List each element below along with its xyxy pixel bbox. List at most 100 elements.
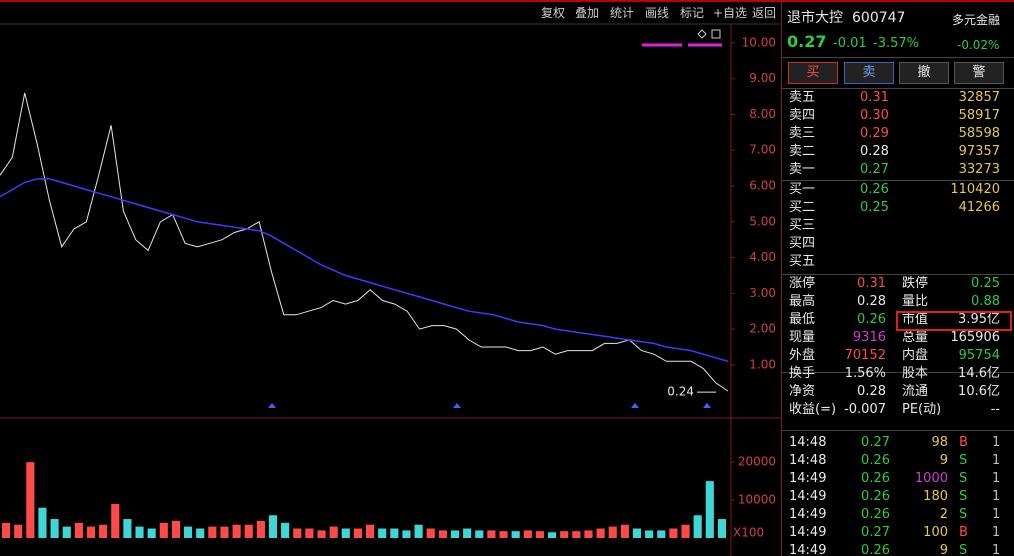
book-volume: 32857: [958, 90, 1000, 105]
y-tick-label: 1.00: [749, 357, 776, 371]
stat-value: 165906: [950, 330, 1000, 345]
toolbar-button[interactable]: 标记: [680, 6, 705, 20]
trade-price: 0.26: [861, 507, 890, 522]
toolbar-button[interactable]: 返回: [752, 6, 777, 20]
trade-time: 14:49: [789, 471, 827, 486]
book-volume: 58917: [958, 108, 1000, 123]
stat-value: 9316: [852, 330, 886, 345]
trade-price: 0.27: [861, 435, 890, 450]
stat-value: 3.95亿: [958, 312, 1000, 327]
trade-volume: 180: [923, 489, 948, 504]
book-label: 买三: [789, 218, 816, 233]
trade-side: S: [959, 489, 968, 504]
trade-volume: 98: [931, 435, 948, 450]
book-label: 卖四: [789, 108, 816, 123]
toolbar-button[interactable]: 画线: [645, 6, 670, 20]
volume-bar: [244, 524, 253, 538]
stat-label: 流通: [902, 384, 929, 399]
price-line: [0, 92, 729, 392]
stat-label: 量比: [902, 294, 929, 309]
trade-volume: 9: [939, 453, 948, 468]
stat-value: 0.88: [971, 294, 1000, 309]
book-label: 买二: [789, 200, 816, 215]
sector-change: -0.02%: [957, 38, 1000, 52]
order-button[interactable]: 撤: [899, 62, 949, 84]
trade-side: S: [959, 543, 968, 556]
volume-bar: [705, 481, 714, 538]
trade-time: 14:49: [789, 525, 827, 540]
book-price: 0.27: [860, 162, 889, 177]
stat-value: 14.6亿: [958, 366, 1000, 381]
divider: [782, 88, 1014, 89]
stat-label: 内盘: [902, 348, 929, 363]
stat-value: 0.25: [971, 276, 1000, 291]
diamond-icon: [697, 29, 707, 39]
stat-value: 70152: [844, 348, 886, 363]
volume-bar: [523, 530, 532, 538]
y-tick-label: 20000: [738, 455, 776, 469]
y-tick-label: 2.00: [749, 322, 776, 336]
volume-bar: [378, 528, 387, 538]
book-volume: 41266: [958, 200, 1000, 215]
volume-bar: [268, 515, 278, 538]
volume-bar: [511, 531, 520, 538]
stat-value: 0.26: [857, 312, 886, 327]
trade-price: 0.26: [861, 543, 890, 556]
stat-label: 净资: [789, 384, 816, 399]
volume-bar: [147, 528, 156, 538]
volume-bar: [123, 519, 132, 538]
volume-bar: [645, 530, 654, 538]
trade-time: 14:49: [789, 543, 827, 556]
order-button[interactable]: 买: [788, 62, 838, 84]
trade-time: 14:48: [789, 435, 827, 450]
toolbar-button[interactable]: 复权: [541, 6, 566, 20]
book-price: 0.28: [860, 144, 889, 159]
volume-bar: [256, 520, 265, 538]
stat-value: -0.007: [844, 402, 886, 417]
book-label: 买一: [789, 182, 816, 197]
divider: [782, 57, 1014, 58]
trade-price: 0.26: [861, 489, 890, 504]
change-percent: -3.57%: [873, 36, 919, 51]
volume-bar: [632, 528, 642, 538]
stat-label: PE(动): [902, 402, 942, 417]
y-tick-label: 9.00: [749, 71, 776, 85]
book-label: 卖三: [789, 126, 816, 141]
volume-bar: [548, 532, 557, 538]
volume-bar: [620, 524, 629, 538]
toolbar-button[interactable]: 统计: [610, 6, 635, 20]
stat-value: 0.28: [857, 384, 886, 399]
volume-bar: [86, 526, 96, 538]
volume-bar: [560, 531, 569, 538]
trade-side: S: [959, 453, 968, 468]
y-tick-label: 7.00: [749, 143, 776, 157]
trade-price: 0.27: [861, 525, 890, 540]
volume-bar: [208, 526, 217, 538]
volume-bar: [159, 522, 168, 538]
low-price-label: 0.24: [667, 385, 694, 399]
volume-bar: [232, 524, 241, 538]
stat-label: 现量: [789, 330, 816, 345]
volume-bar: [584, 530, 593, 538]
trade-volume: 9: [939, 543, 948, 556]
divider: [782, 274, 1014, 275]
volume-bar: [693, 515, 702, 538]
book-volume: 110420: [950, 182, 1000, 197]
trade-count: 1: [992, 453, 1001, 468]
toolbar-button[interactable]: 叠加: [575, 6, 600, 20]
chart: 1.00 2.00 3.00 4.00 5.00 6.00 7.00 8.00 9.00 10.0…: [0, 23, 782, 556]
book-label: 卖五: [789, 90, 816, 105]
toolbar-button[interactable]: +自选: [713, 6, 748, 20]
divider: [782, 430, 1014, 431]
volume-bar: [135, 526, 144, 538]
volume-bar: [50, 519, 59, 538]
order-button[interactable]: 警: [954, 62, 1004, 84]
volume-bar: [281, 522, 290, 538]
trade-count: 1: [992, 543, 1001, 556]
trade-count: 1: [992, 507, 1001, 522]
order-button[interactable]: 卖: [844, 62, 894, 84]
trade-time: 14:49: [789, 489, 827, 504]
volume-bar: [305, 528, 314, 538]
y-tick-label: 3.00: [749, 286, 776, 300]
volume-bar: [463, 528, 472, 538]
